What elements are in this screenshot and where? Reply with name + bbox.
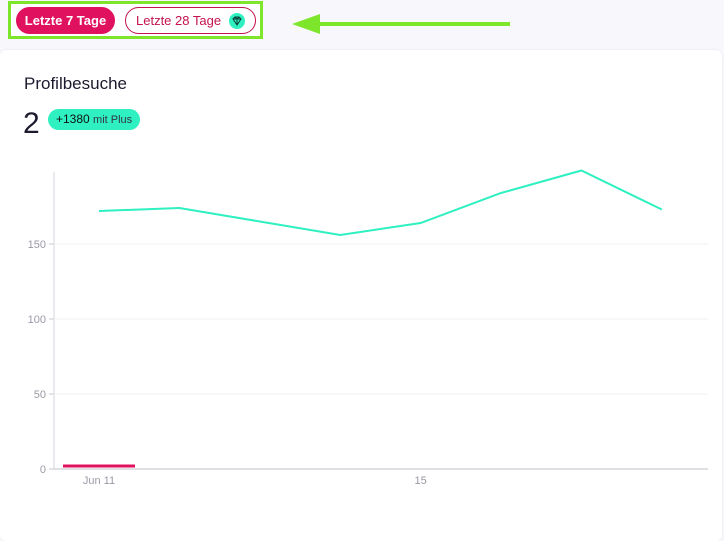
time-range-filter-bar: Letzte 7 Tage Letzte 28 Tage bbox=[0, 0, 724, 46]
visits-count: 2 bbox=[23, 107, 40, 140]
y-tick-label: 0 bbox=[40, 464, 46, 476]
plus-badge-value: +1380 bbox=[56, 112, 90, 126]
profile-visits-card: Profilbesuche 2 +1380 mit Plus bbox=[0, 50, 722, 541]
y-tick-label: 100 bbox=[28, 314, 46, 326]
pointer-arrow-icon bbox=[292, 14, 510, 34]
last-7-days-button[interactable]: Letzte 7 Tage bbox=[16, 7, 115, 34]
diamond-icon bbox=[229, 13, 245, 29]
y-tick-label: 150 bbox=[28, 239, 46, 251]
profile-visits-chart: 0 50 100 150 Jun 11 15 bbox=[28, 169, 708, 487]
x-tick-label: 15 bbox=[414, 475, 426, 487]
last-28-days-label: Letzte 28 Tage bbox=[136, 13, 222, 28]
card-title: Profilbesuche bbox=[24, 74, 128, 93]
last-28-days-button[interactable]: Letzte 28 Tage bbox=[125, 7, 256, 34]
last-7-days-label: Letzte 7 Tage bbox=[24, 13, 107, 28]
x-tick-label: Jun 11 bbox=[83, 475, 115, 487]
plus-badge-suffix: mit Plus bbox=[93, 114, 133, 126]
plus-badge: +1380 mit Plus bbox=[48, 109, 141, 130]
y-tick-label: 50 bbox=[34, 389, 46, 401]
series-line-0 bbox=[98, 169, 663, 237]
